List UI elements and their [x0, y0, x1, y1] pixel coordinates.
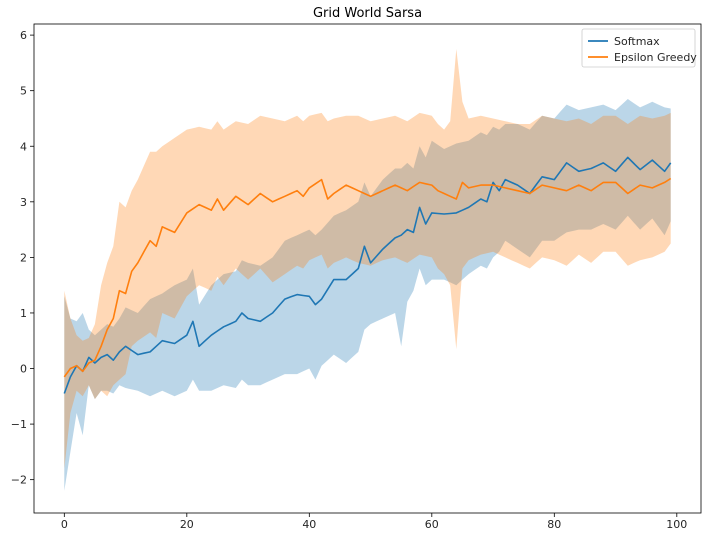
chart-title: Grid World Sarsa — [313, 6, 422, 21]
x-tick-label: 40 — [302, 518, 316, 531]
y-tick-label: 2 — [20, 251, 27, 264]
legend-label-softmax: Softmax — [614, 35, 660, 48]
y-tick-label: 1 — [20, 307, 27, 320]
y-tick-label: 5 — [20, 85, 27, 98]
x-tick-label: 20 — [180, 518, 194, 531]
x-tick-label: 0 — [61, 518, 68, 531]
x-tick-label: 60 — [425, 518, 439, 531]
band-epsilon-greedy — [64, 49, 671, 469]
x-tick-label: 80 — [547, 518, 561, 531]
x-tick-label: 100 — [666, 518, 687, 531]
y-tick-label: −1 — [11, 418, 27, 431]
plot-area — [63, 49, 672, 491]
series-line-softmax — [63, 156, 672, 394]
axes-frame — [33, 23, 702, 514]
y-tick-label: 6 — [20, 29, 27, 42]
series-line-epsilon-greedy — [63, 177, 672, 378]
legend-box — [581, 28, 696, 68]
y-tick-label: −2 — [11, 474, 27, 487]
y-tick-label: 0 — [20, 363, 27, 376]
legend: Softmax Epsilon Greedy — [581, 28, 697, 68]
y-tick-label: 3 — [20, 196, 27, 209]
band-softmax — [64, 99, 671, 491]
axis-ticks: 0 20 40 60 80 100 −2 −1 0 1 2 3 4 5 6 — [11, 29, 688, 531]
y-tick-label: 4 — [20, 140, 27, 153]
legend-label-epsilon-greedy: Epsilon Greedy — [614, 51, 697, 64]
